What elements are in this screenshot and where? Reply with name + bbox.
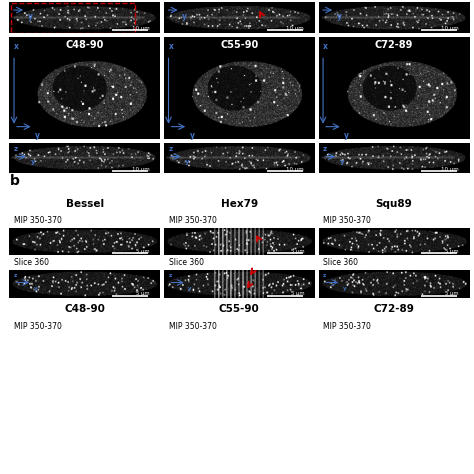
Text: y: y bbox=[185, 159, 190, 164]
Text: x: x bbox=[169, 42, 173, 51]
Text: MIP 350-370: MIP 350-370 bbox=[323, 322, 371, 331]
Text: y: y bbox=[190, 131, 195, 140]
Text: 5 μm: 5 μm bbox=[445, 292, 459, 296]
Text: 10 μm: 10 μm bbox=[286, 167, 304, 172]
Text: y: y bbox=[340, 159, 344, 164]
Text: Squ89: Squ89 bbox=[375, 199, 412, 210]
Text: z: z bbox=[14, 146, 18, 152]
Text: C72-89: C72-89 bbox=[374, 303, 414, 314]
Text: z: z bbox=[169, 273, 172, 278]
Text: y: y bbox=[35, 131, 40, 140]
Text: Bessel: Bessel bbox=[66, 199, 104, 210]
Text: C55-90: C55-90 bbox=[219, 303, 260, 314]
Text: y: y bbox=[31, 159, 35, 164]
Text: z: z bbox=[14, 273, 17, 278]
Text: MIP 350-370: MIP 350-370 bbox=[14, 322, 62, 331]
Text: y: y bbox=[337, 12, 342, 21]
Text: b: b bbox=[9, 173, 19, 188]
Text: C48-90: C48-90 bbox=[66, 40, 104, 50]
Text: C72-89: C72-89 bbox=[375, 40, 413, 50]
Text: Slice 360: Slice 360 bbox=[169, 258, 203, 267]
Text: Slice 360: Slice 360 bbox=[323, 258, 358, 267]
Text: y: y bbox=[34, 286, 37, 291]
Text: 10 μm: 10 μm bbox=[441, 167, 459, 172]
Text: y: y bbox=[343, 286, 346, 291]
Text: 5 μm: 5 μm bbox=[445, 249, 459, 254]
Text: x: x bbox=[14, 42, 19, 51]
Text: 10 μm: 10 μm bbox=[286, 27, 304, 31]
Text: 5 μm: 5 μm bbox=[136, 249, 150, 254]
Text: y: y bbox=[188, 286, 192, 291]
Text: Slice 360: Slice 360 bbox=[14, 258, 49, 267]
Text: 10 μm: 10 μm bbox=[132, 27, 150, 31]
Text: MIP 350-370: MIP 350-370 bbox=[14, 217, 62, 225]
Text: y: y bbox=[27, 12, 33, 21]
Text: 10 μm: 10 μm bbox=[441, 27, 459, 31]
Text: C48-90: C48-90 bbox=[64, 303, 105, 314]
Text: y: y bbox=[182, 12, 187, 21]
Text: 5 μm: 5 μm bbox=[291, 292, 304, 296]
Text: 10 μm: 10 μm bbox=[132, 167, 150, 172]
Text: 5 μm: 5 μm bbox=[136, 292, 150, 296]
Text: Hex79: Hex79 bbox=[221, 199, 258, 210]
Text: MIP 350-370: MIP 350-370 bbox=[169, 217, 217, 225]
Text: x: x bbox=[323, 42, 328, 51]
Text: z: z bbox=[323, 273, 326, 278]
Text: MIP 350-370: MIP 350-370 bbox=[169, 322, 217, 331]
Text: z: z bbox=[323, 146, 327, 152]
Text: y: y bbox=[344, 131, 349, 140]
Text: 5 μm: 5 μm bbox=[291, 249, 304, 254]
Text: C55-90: C55-90 bbox=[220, 40, 258, 50]
Bar bbox=[11, 3, 135, 33]
Text: z: z bbox=[169, 146, 173, 152]
Text: MIP 350-370: MIP 350-370 bbox=[323, 217, 371, 225]
